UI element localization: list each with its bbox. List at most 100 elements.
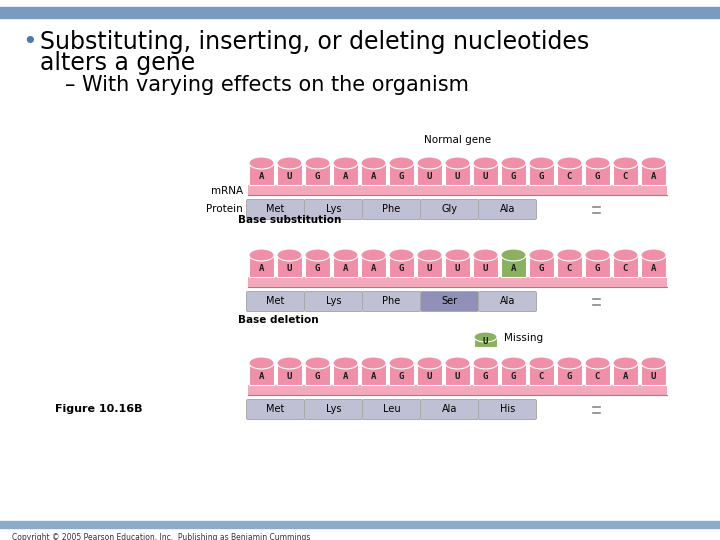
Text: Met: Met <box>266 296 284 307</box>
Ellipse shape <box>641 157 666 169</box>
FancyBboxPatch shape <box>474 337 497 347</box>
Text: Copyright © 2005 Pearson Education, Inc.  Publishing as Benjamin Cummings: Copyright © 2005 Pearson Education, Inc.… <box>12 533 310 540</box>
Text: G: G <box>315 264 320 273</box>
Ellipse shape <box>249 157 274 169</box>
Ellipse shape <box>333 249 358 261</box>
Ellipse shape <box>417 357 442 369</box>
FancyBboxPatch shape <box>333 163 358 185</box>
Ellipse shape <box>249 249 274 261</box>
Ellipse shape <box>529 157 554 169</box>
Text: Met: Met <box>266 404 284 415</box>
Ellipse shape <box>277 357 302 369</box>
Ellipse shape <box>473 249 498 261</box>
FancyBboxPatch shape <box>389 363 414 385</box>
FancyBboxPatch shape <box>479 292 536 312</box>
FancyBboxPatch shape <box>305 163 330 185</box>
FancyBboxPatch shape <box>249 255 274 277</box>
Ellipse shape <box>641 357 666 369</box>
FancyBboxPatch shape <box>277 363 302 385</box>
FancyBboxPatch shape <box>305 292 362 312</box>
FancyBboxPatch shape <box>420 199 479 219</box>
Text: U: U <box>483 172 488 181</box>
FancyBboxPatch shape <box>333 363 358 385</box>
Text: Base deletion: Base deletion <box>238 315 319 325</box>
Ellipse shape <box>361 357 386 369</box>
Text: U: U <box>483 264 488 273</box>
Text: G: G <box>539 172 544 181</box>
Ellipse shape <box>389 357 414 369</box>
Bar <box>248 385 667 395</box>
Text: U: U <box>483 338 488 347</box>
Text: Normal gene: Normal gene <box>424 135 491 145</box>
FancyBboxPatch shape <box>362 400 420 420</box>
Text: G: G <box>595 172 600 181</box>
Ellipse shape <box>557 157 582 169</box>
Ellipse shape <box>473 357 498 369</box>
FancyBboxPatch shape <box>277 255 302 277</box>
FancyBboxPatch shape <box>417 255 442 277</box>
FancyBboxPatch shape <box>473 255 498 277</box>
Text: U: U <box>427 372 432 381</box>
Ellipse shape <box>389 157 414 169</box>
Ellipse shape <box>501 249 526 261</box>
Text: His: His <box>500 404 515 415</box>
Ellipse shape <box>445 357 470 369</box>
Text: G: G <box>399 172 404 181</box>
FancyBboxPatch shape <box>613 255 638 277</box>
Text: G: G <box>315 172 320 181</box>
Text: G: G <box>399 372 404 381</box>
FancyBboxPatch shape <box>501 255 526 277</box>
Text: U: U <box>427 172 432 181</box>
Text: mRNA: mRNA <box>211 186 243 196</box>
Text: Leu: Leu <box>383 404 400 415</box>
FancyBboxPatch shape <box>641 363 666 385</box>
Text: Met: Met <box>266 205 284 214</box>
Text: A: A <box>258 264 264 273</box>
Text: U: U <box>287 264 292 273</box>
Ellipse shape <box>501 157 526 169</box>
Ellipse shape <box>613 249 638 261</box>
Bar <box>248 277 667 287</box>
FancyBboxPatch shape <box>585 363 610 385</box>
Text: U: U <box>455 264 460 273</box>
Ellipse shape <box>249 357 274 369</box>
Text: C: C <box>567 172 572 181</box>
Ellipse shape <box>417 249 442 261</box>
Text: Ala: Ala <box>442 404 457 415</box>
Ellipse shape <box>333 357 358 369</box>
Ellipse shape <box>389 249 414 261</box>
Ellipse shape <box>305 249 330 261</box>
FancyBboxPatch shape <box>417 163 442 185</box>
Ellipse shape <box>473 157 498 169</box>
Text: C: C <box>595 372 600 381</box>
Text: U: U <box>287 172 292 181</box>
Text: Lys: Lys <box>325 205 341 214</box>
Text: A: A <box>510 264 516 273</box>
Text: G: G <box>539 264 544 273</box>
FancyBboxPatch shape <box>249 163 274 185</box>
Ellipse shape <box>417 157 442 169</box>
FancyBboxPatch shape <box>305 255 330 277</box>
FancyBboxPatch shape <box>246 292 305 312</box>
FancyBboxPatch shape <box>479 400 536 420</box>
Text: G: G <box>510 172 516 181</box>
FancyBboxPatch shape <box>305 400 362 420</box>
FancyBboxPatch shape <box>585 255 610 277</box>
Text: A: A <box>371 372 376 381</box>
FancyBboxPatch shape <box>389 255 414 277</box>
Text: Ala: Ala <box>500 296 516 307</box>
FancyBboxPatch shape <box>246 199 305 219</box>
Text: Missing: Missing <box>504 333 543 343</box>
FancyBboxPatch shape <box>246 400 305 420</box>
Bar <box>0 7 720 18</box>
FancyBboxPatch shape <box>305 363 330 385</box>
Text: Ala: Ala <box>500 205 516 214</box>
Text: G: G <box>510 372 516 381</box>
Text: A: A <box>651 264 656 273</box>
Text: U: U <box>427 264 432 273</box>
FancyBboxPatch shape <box>585 163 610 185</box>
Ellipse shape <box>361 157 386 169</box>
Text: G: G <box>595 264 600 273</box>
FancyBboxPatch shape <box>361 255 386 277</box>
Text: Phe: Phe <box>382 205 400 214</box>
